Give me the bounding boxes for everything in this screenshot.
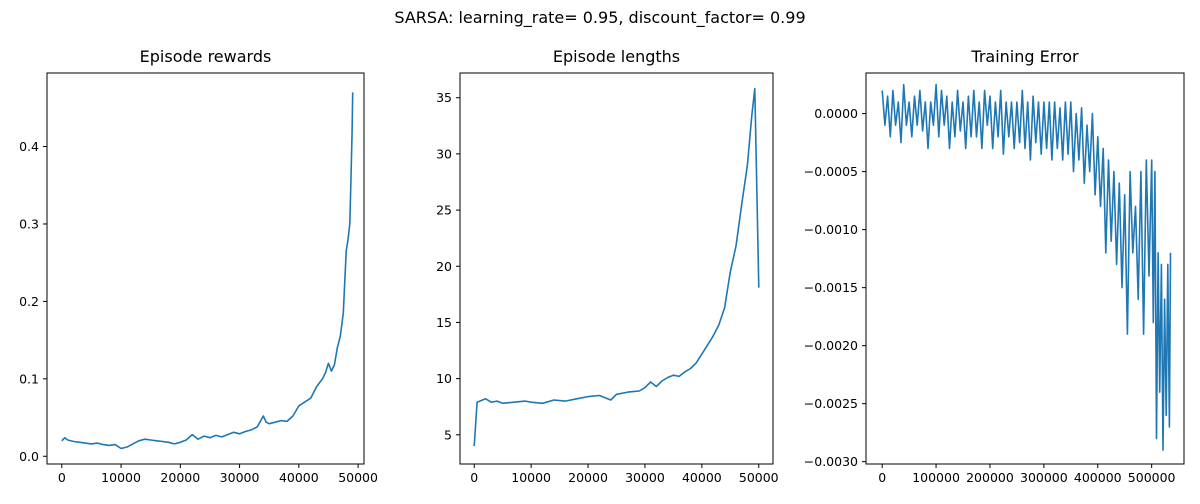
axes-frame — [459, 72, 774, 465]
y-tick-label: 0.3 — [19, 216, 39, 231]
y-tick-label: 5 — [444, 427, 452, 442]
y-tick-label: 10 — [436, 371, 452, 386]
x-tick-label: 400000 — [1074, 470, 1122, 485]
y-tick-label: 0.2 — [19, 294, 39, 309]
x-tick-label: 100000 — [912, 470, 960, 485]
y-tick-label: 0.4 — [19, 139, 39, 154]
series-line — [473, 87, 760, 447]
subplot-title: Episode rewards — [140, 47, 272, 66]
y-tick-label: 30 — [436, 146, 452, 161]
subplot-1: Episode rewards 0 10000 20000 30000 40000 5000… — [19, 47, 378, 485]
subplot-3: Training Error 0 100000 200000 300000 400000 5… — [804, 47, 1185, 485]
x-tick-label: 30000 — [220, 470, 260, 485]
series-line — [61, 92, 354, 450]
x-tick-label: 50000 — [338, 470, 378, 485]
y-tick-label: 0.1 — [19, 371, 39, 386]
x-tick-label: 500000 — [1128, 470, 1176, 485]
axes-frame — [46, 72, 365, 465]
y-tick-label: −0.0015 — [804, 280, 858, 295]
x-tick-label: 10000 — [101, 470, 141, 485]
y-tick-label: −0.0025 — [804, 396, 858, 411]
x-tick-label: 20000 — [568, 470, 608, 485]
figure-suptitle: SARSA: learning_rate= 0.95, discount_fac… — [394, 8, 805, 28]
y-tick-label: −0.0005 — [804, 164, 858, 179]
y-tick-label: 0.0 — [19, 449, 39, 464]
y-tick-label: −0.0010 — [804, 222, 858, 237]
x-tick-label: 50000 — [739, 470, 779, 485]
axes-frame — [865, 72, 1185, 465]
x-tick-label: 200000 — [966, 470, 1014, 485]
x-tick-label: 30000 — [625, 470, 665, 485]
subplot-title: Episode lengths — [553, 47, 680, 66]
subplot-2: Episode lengths 0 10000 20000 30000 40000 5000… — [436, 47, 779, 485]
y-tick-label: 0.0000 — [814, 106, 858, 121]
x-tick-label: 10000 — [511, 470, 551, 485]
x-tick-label: 300000 — [1020, 470, 1068, 485]
x-tick-label: 0 — [878, 470, 886, 485]
y-tick-label: 15 — [436, 315, 452, 330]
y-tick-label: −0.0030 — [804, 454, 858, 469]
y-tick-label: 25 — [436, 203, 452, 218]
y-tick-label: 35 — [436, 90, 452, 105]
subplot-title: Training Error — [970, 47, 1079, 66]
x-tick-label: 0 — [470, 470, 478, 485]
series-line — [881, 83, 1172, 451]
x-tick-label: 40000 — [682, 470, 722, 485]
y-tick-label: 20 — [436, 259, 452, 274]
y-tick-label: −0.0020 — [804, 338, 858, 353]
x-tick-label: 20000 — [160, 470, 200, 485]
x-tick-label: 40000 — [279, 470, 319, 485]
x-tick-label: 0 — [58, 470, 66, 485]
